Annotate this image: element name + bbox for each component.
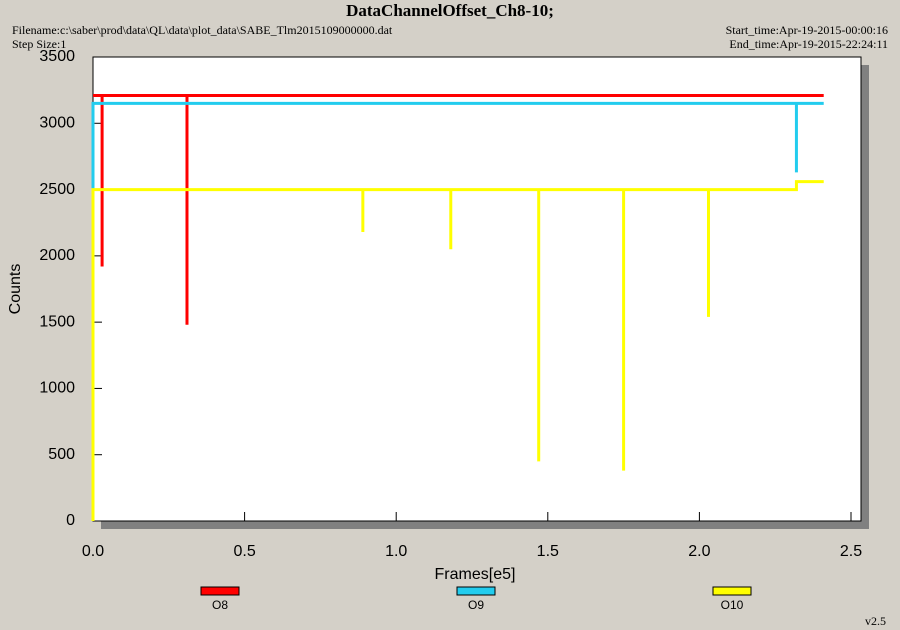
end-time: End_time:Apr-19-2015-22:24:11 bbox=[729, 37, 888, 51]
version: v2.5 bbox=[865, 614, 886, 628]
legend-label: O8 bbox=[212, 598, 228, 612]
chart-title: DataChannelOffset_Ch8-10; bbox=[346, 1, 554, 20]
legend-swatch bbox=[200, 586, 240, 596]
series-line bbox=[91, 101, 824, 190]
legend-label: O10 bbox=[721, 598, 744, 612]
x-tick-label: 2.0 bbox=[688, 543, 710, 560]
legend-label: O9 bbox=[468, 598, 484, 612]
y-tick-label: 2000 bbox=[39, 247, 75, 264]
y-tick-label: 1000 bbox=[39, 380, 75, 397]
x-tick-label: 1.5 bbox=[537, 543, 559, 560]
x-tick-label: 0.5 bbox=[233, 543, 255, 560]
y-tick-label: 0 bbox=[66, 512, 75, 529]
y-tick-label: 2500 bbox=[39, 181, 75, 198]
series-line bbox=[91, 180, 824, 521]
start-time: Start_time:Apr-19-2015-00:00:16 bbox=[726, 23, 888, 37]
filename: Filename:c:\saber\prod\data\QL\data\plot… bbox=[12, 23, 393, 37]
y-axis-label: Counts bbox=[7, 264, 24, 315]
y-tick-label: 1500 bbox=[39, 313, 75, 330]
x-axis-label: Frames[e5] bbox=[435, 566, 516, 583]
x-tick-label: 2.5 bbox=[840, 543, 862, 560]
legend-swatch bbox=[456, 586, 496, 596]
legend-swatch bbox=[712, 586, 752, 596]
y-tick-label: 3500 bbox=[39, 48, 75, 65]
y-tick-label: 500 bbox=[48, 446, 75, 463]
series-line bbox=[93, 93, 824, 325]
step-size: Step Size:1 bbox=[12, 37, 66, 51]
x-tick-label: 0.0 bbox=[82, 543, 104, 560]
x-tick-label: 1.0 bbox=[385, 543, 407, 560]
plot-area bbox=[92, 56, 862, 522]
y-tick-label: 3000 bbox=[39, 115, 75, 132]
